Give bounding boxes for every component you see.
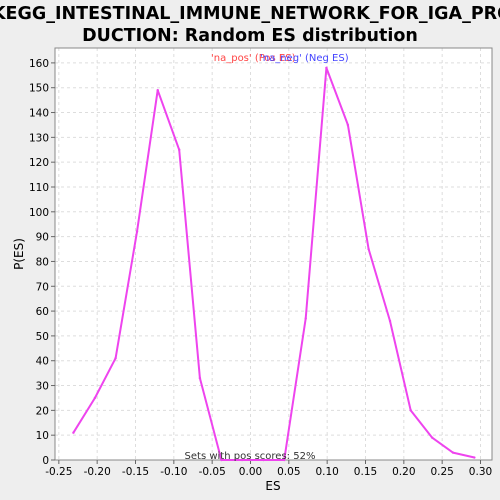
plot-area <box>55 48 492 460</box>
data-point <box>367 247 370 251</box>
legend-neg-label: 'na_neg' (Neg ES) <box>260 53 349 64</box>
y-tick-label: 50 <box>36 331 49 343</box>
y-axis-ticks: 0 10 20 30 40 50 60 70 80 90 100 110 120 130 140 150 160 <box>29 58 55 467</box>
y-tick-label: 20 <box>36 405 49 417</box>
x-tick-label: 0.30 <box>469 466 492 478</box>
x-tick-label: -0.10 <box>160 466 187 478</box>
data-point <box>325 66 328 70</box>
y-tick-label: 70 <box>36 281 49 293</box>
y-tick-label: 60 <box>36 306 49 318</box>
y-tick-label: 10 <box>36 430 49 442</box>
y-axis-label: P(ES) <box>12 238 26 270</box>
y-tick-label: 150 <box>29 83 49 95</box>
data-point <box>72 431 75 434</box>
y-tick-label: 40 <box>36 356 49 368</box>
data-point <box>283 458 286 462</box>
x-tick-label: 0.25 <box>430 466 453 478</box>
y-tick-label: 90 <box>36 232 49 244</box>
x-tick-label: -0.05 <box>199 466 226 478</box>
data-point <box>114 357 117 360</box>
data-point <box>178 148 181 151</box>
chart-title-line-2: DUCTION: Random ES distribution <box>82 26 418 46</box>
y-tick-label: 130 <box>29 132 49 144</box>
y-tick-label: 0 <box>42 455 49 467</box>
legend-pos-label: 'na_pos' (Pos ES) <box>211 53 296 64</box>
es-distribution-line <box>72 66 475 461</box>
x-axis-label: ES <box>265 479 280 493</box>
x-axis-ticks: -0.25 -0.20 -0.15 -0.10 -0.05 0.00 0.05 0.10 0.1… <box>45 460 492 478</box>
y-tick-label: 80 <box>36 256 49 268</box>
x-tick-label: -0.20 <box>84 466 111 478</box>
data-point <box>156 88 159 92</box>
pos-score-annotation: Sets with pos scores: 52% <box>185 451 316 462</box>
data-point <box>262 458 265 462</box>
data-point <box>346 123 350 127</box>
x-tick-label: -0.15 <box>122 466 149 478</box>
x-tick-label: 0.10 <box>315 466 338 478</box>
x-tick-label: 0.20 <box>392 466 415 478</box>
data-point <box>409 409 412 412</box>
chart-title-line-1: KEGG_INTESTINAL_IMMUNE_NETWORK_FOR_IGA_P… <box>0 4 500 24</box>
data-points <box>72 66 476 462</box>
data-point <box>135 230 139 233</box>
x-tick-label: 0.00 <box>239 466 262 478</box>
x-tick-label: 0.05 <box>277 466 300 478</box>
data-point <box>240 458 244 462</box>
y-tick-label: 160 <box>29 58 49 70</box>
y-tick-label: 110 <box>29 182 49 194</box>
x-tick-label: -0.25 <box>45 466 72 478</box>
data-point <box>473 456 476 459</box>
data-point <box>198 376 202 380</box>
data-point <box>93 396 97 400</box>
data-point <box>431 436 434 439</box>
y-tick-label: 140 <box>29 108 49 120</box>
data-point <box>451 451 455 454</box>
data-point <box>220 458 223 462</box>
y-tick-label: 120 <box>29 157 49 169</box>
data-point <box>388 319 392 323</box>
data-point <box>304 317 307 320</box>
grid-lines <box>55 48 492 460</box>
y-tick-label: 30 <box>36 381 49 393</box>
x-tick-label: 0.15 <box>354 466 377 478</box>
y-tick-label: 100 <box>29 207 49 219</box>
